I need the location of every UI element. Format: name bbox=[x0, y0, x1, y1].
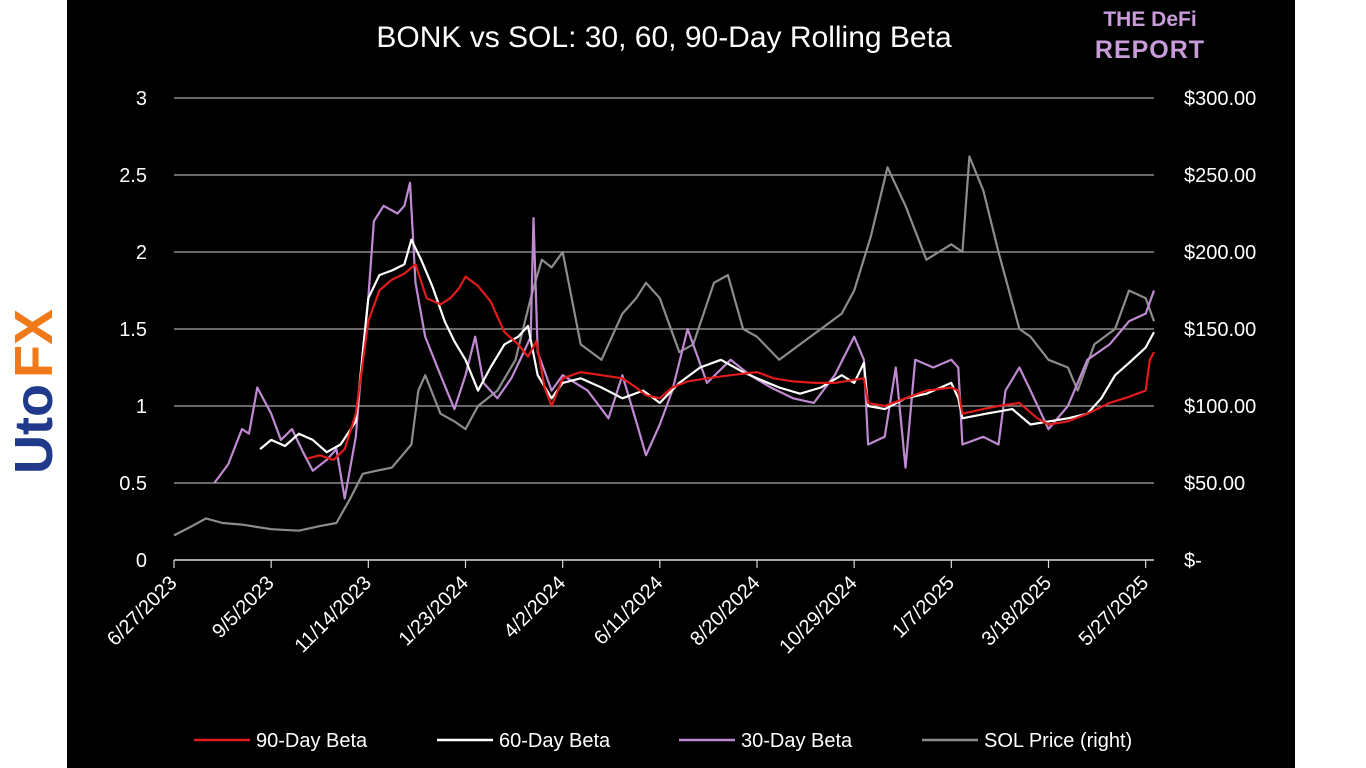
x-tick-label: 10/29/2024 bbox=[775, 572, 861, 658]
defi-report-logo: THE DeFi REPORT bbox=[1095, 8, 1205, 64]
legend-label: 30-Day Beta bbox=[741, 730, 853, 752]
right-tick-label: $100.00 bbox=[1184, 396, 1256, 418]
legend-label: 60-Day Beta bbox=[499, 730, 611, 752]
left-axis-ticks: 0 0.5 1 1.5 2 2.5 3 bbox=[119, 88, 147, 572]
x-tick-label: 9/5/2023 bbox=[208, 572, 279, 643]
right-tick-label: $- bbox=[1184, 550, 1202, 572]
right-tick-label: $300.00 bbox=[1184, 88, 1256, 110]
x-axis-ticks: 6/27/2023 9/5/2023 11/14/2023 1/23/2024 4/2/… bbox=[103, 560, 1153, 658]
x-tick-label: 5/27/2025 bbox=[1075, 572, 1153, 650]
right-tick-label: $200.00 bbox=[1184, 242, 1256, 264]
series-line-sol-price-right bbox=[173, 155, 1156, 537]
x-tick-label: 4/2/2024 bbox=[500, 572, 571, 643]
left-tick-label: 1.5 bbox=[119, 319, 147, 341]
x-tick-label: 8/20/2024 bbox=[686, 572, 764, 650]
right-axis-ticks: $- $50.00 $100.00 $150.00 $200.00 $250.00 $300… bbox=[1184, 88, 1256, 572]
left-tick-label: 2 bbox=[136, 242, 147, 264]
right-tick-label: $250.00 bbox=[1184, 165, 1256, 187]
series-lines bbox=[173, 155, 1156, 537]
left-tick-label: 0.5 bbox=[119, 473, 147, 495]
x-tick-label: 3/18/2025 bbox=[978, 572, 1056, 650]
x-tick-label: 1/23/2024 bbox=[395, 572, 473, 650]
x-tick-label: 1/7/2025 bbox=[888, 572, 959, 643]
series-line-60-day-beta bbox=[259, 238, 1155, 454]
svg-text:FX: FX bbox=[4, 309, 64, 378]
left-tick-label: 2.5 bbox=[119, 165, 147, 187]
rolling-beta-chart: BONK vs SOL: 30, 60, 90-Day Rolling Beta… bbox=[103, 8, 1256, 752]
x-tick-label: 11/14/2023 bbox=[291, 572, 376, 657]
legend: 90-Day Beta 60-Day Beta 30-Day Beta SOL Pri… bbox=[194, 730, 1132, 752]
right-tick-label: $50.00 bbox=[1184, 473, 1245, 495]
utofx-logo-icon: Uto FX bbox=[4, 309, 64, 474]
brand-line-1: THE DeFi bbox=[1103, 8, 1196, 31]
x-tick-label: 6/27/2023 bbox=[103, 572, 181, 650]
x-tick-label: 6/11/2024 bbox=[590, 572, 667, 649]
chart-panel: BONK vs SOL: 30, 60, 90-Day Rolling Beta… bbox=[67, 0, 1295, 768]
left-tick-label: 3 bbox=[136, 88, 147, 110]
series-line-30-day-beta bbox=[213, 181, 1156, 500]
legend-label: SOL Price (right) bbox=[984, 730, 1132, 752]
chart-title: BONK vs SOL: 30, 60, 90-Day Rolling Beta bbox=[376, 21, 952, 54]
left-tick-label: 1 bbox=[136, 396, 147, 418]
right-tick-label: $150.00 bbox=[1184, 319, 1256, 341]
brand-line-2: REPORT bbox=[1095, 36, 1205, 64]
svg-text:Uto: Uto bbox=[4, 384, 64, 474]
legend-label: 90-Day Beta bbox=[256, 730, 368, 752]
grid-lines bbox=[174, 97, 1154, 561]
left-tick-label: 0 bbox=[136, 550, 147, 572]
series-line-90-day-beta bbox=[307, 263, 1155, 461]
